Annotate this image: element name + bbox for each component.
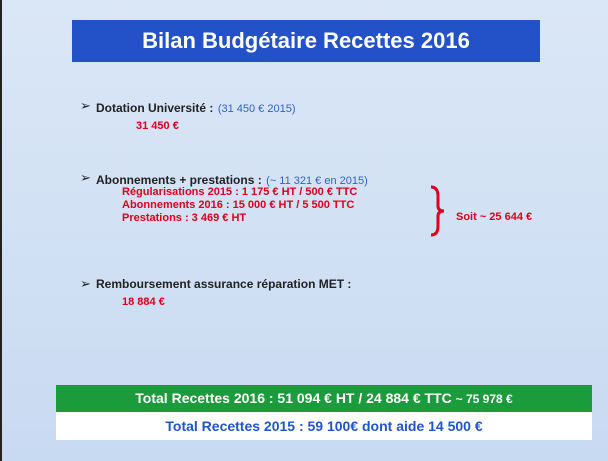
sub-line: Régularisations 2015 : 1 175 € HT / 500 … xyxy=(122,186,358,198)
item-label: Dotation Université : xyxy=(96,101,214,115)
total-text: Total Recettes 2016 : 51 094 € HT / 24 8… xyxy=(135,390,452,406)
item: Abonnements + prestations : (~ 11 321 € … xyxy=(96,171,368,189)
total-previous: Total Recettes 2015 : 59 100€ dont aide … xyxy=(56,412,592,440)
brace xyxy=(430,185,445,237)
item-label: Abonnements + prestations : xyxy=(96,173,262,187)
title: Bilan Budgétaire Recettes 2016 xyxy=(72,20,540,62)
sub-line: Abonnements 2016 : 15 000 € HT / 5 500 T… xyxy=(122,199,355,211)
bullet: ➢ xyxy=(80,170,91,185)
amount: 18 884 € xyxy=(122,296,165,308)
amount: 31 450 € xyxy=(136,120,179,132)
total-extra: ~ 75 978 € xyxy=(455,392,513,406)
summary: Soit ~ 25 644 € xyxy=(456,211,533,223)
bullet: ➢ xyxy=(80,276,91,291)
item: Dotation Université : (31 450 € 2015) xyxy=(96,99,295,117)
item-note: (~ 11 321 € en 2015) xyxy=(266,175,368,187)
item-label: Remboursement assurance réparation MET : xyxy=(96,277,352,291)
item-note: (31 450 € 2015) xyxy=(217,103,296,115)
total-current: Total Recettes 2016 : 51 094 € HT / 24 8… xyxy=(56,385,592,412)
sub-line: Prestations : 3 469 € HT xyxy=(122,212,247,224)
bullet: ➢ xyxy=(80,98,91,113)
